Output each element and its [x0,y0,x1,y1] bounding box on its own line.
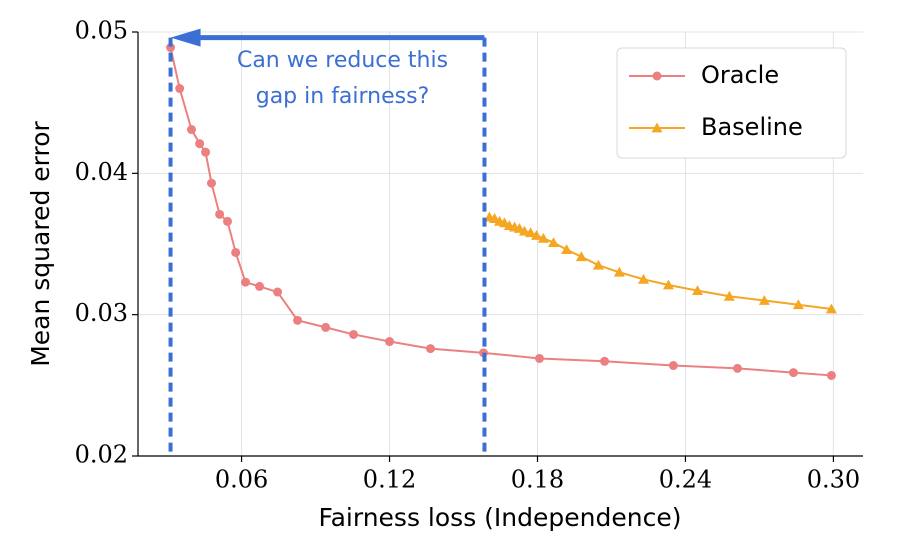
marker [638,273,650,284]
y-axis-label: Mean squared error [26,120,55,366]
marker [792,299,804,310]
marker [195,139,205,149]
annotation: Can we reduce this [237,48,448,73]
marker [788,368,798,378]
marker [723,290,735,301]
series-line [489,216,832,311]
x-tick-label: 0.24 [659,466,712,494]
marker [206,178,216,188]
marker [215,209,225,219]
x-tick-label: 0.06 [215,466,268,494]
marker [758,295,770,305]
marker [293,315,303,325]
marker [518,225,530,236]
legend-label: Baseline [701,113,803,141]
marker [692,285,704,296]
marker [231,247,241,257]
marker [223,216,233,226]
marker [592,259,604,270]
marker [425,344,435,354]
marker [732,363,742,373]
legend-label: Oracle [701,61,779,89]
marker [600,356,610,366]
marker [175,84,185,94]
marker [531,230,543,240]
marker [537,232,549,243]
x-tick-label: 0.30 [807,466,860,494]
x-tick-label: 0.12 [363,466,416,494]
marker [662,279,674,290]
marker [534,353,544,363]
marker [548,237,560,247]
marker [201,147,211,157]
annotation: gap in fairness? [256,84,430,109]
marker [166,43,176,53]
y-tick-label: 0.02 [75,441,128,469]
y-tick-label: 0.04 [75,158,128,186]
x-axis-label: Fairness loss (Independence) [319,503,682,532]
y-tick-label: 0.03 [75,299,128,327]
x-tick-label: 0.18 [511,466,564,494]
marker [187,125,197,135]
marker [575,251,587,262]
marker [825,303,837,314]
legend-marker [652,71,662,81]
marker [255,281,265,291]
marker [525,227,537,238]
marker [561,244,573,255]
marker [613,266,625,277]
marker [321,322,331,332]
marker [349,329,359,339]
marker [273,287,283,297]
y-tick-label: 0.05 [75,17,128,45]
gap-arrow-head [170,28,201,47]
marker [385,337,395,347]
legend-marker [651,122,663,133]
marker [826,370,836,380]
marker [241,277,251,287]
marker [668,361,678,371]
